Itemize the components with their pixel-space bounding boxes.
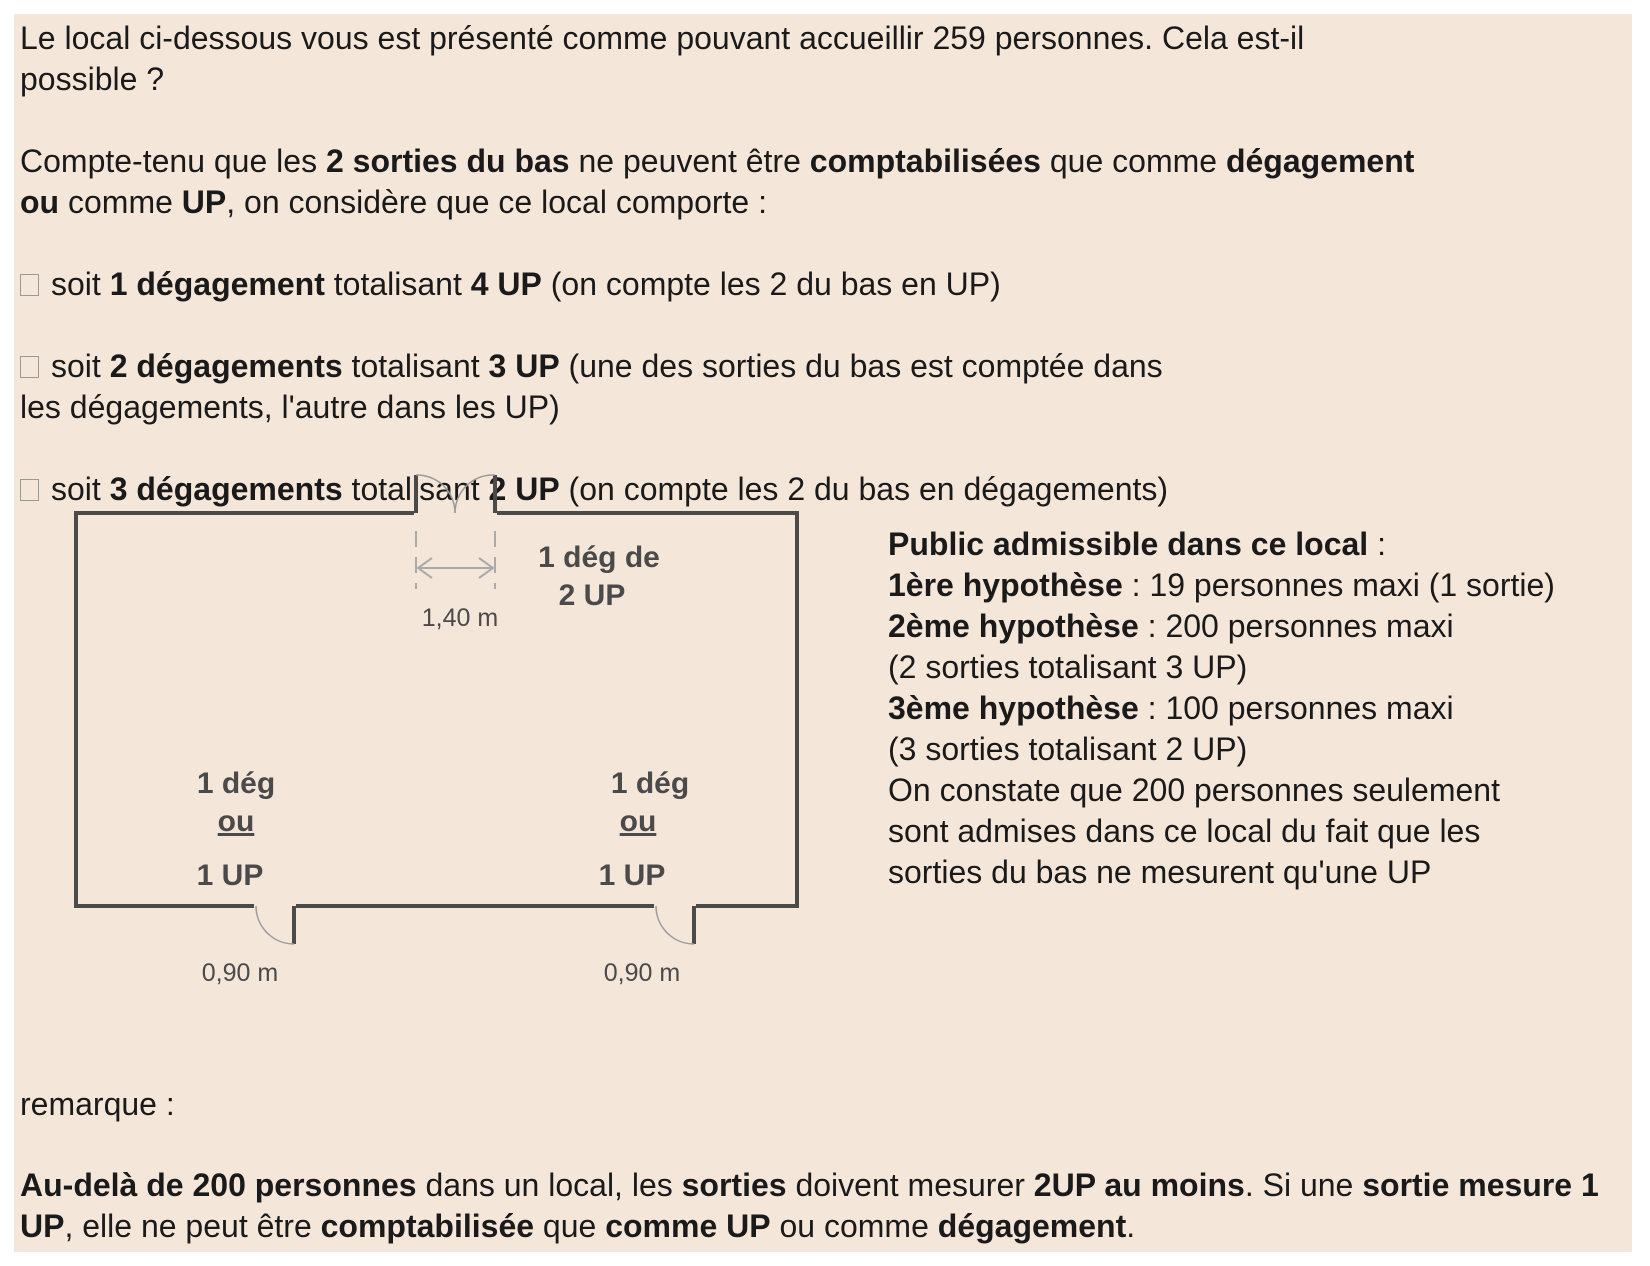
top-exit-label: 1 dég de xyxy=(538,541,660,574)
left-exit-label: 1 dég xyxy=(197,767,275,800)
document-page: Le local ci-dessous vous est présenté co… xyxy=(14,14,1632,1252)
conclusion-line: sorties du bas ne mesurent qu'une UP xyxy=(888,854,1432,890)
conclusion-line: On constate que 200 personnes seulement xyxy=(888,772,1500,808)
right-exit-up: 1 UP xyxy=(599,859,666,892)
hypothesis-3-note: (3 sorties totalisant 2 UP) xyxy=(888,731,1248,767)
checkbox-icon xyxy=(20,356,39,378)
room-wall xyxy=(497,511,799,908)
hypothesis-2: 2ème hypothèse : 200 personnes maxi xyxy=(888,608,1454,644)
bottom-right-door-icon xyxy=(655,905,696,945)
option-item: soit 3 dégagements totalisant 2 UP (on c… xyxy=(20,469,1620,510)
hypothesis-1: 1ère hypothèse : 19 personnes maxi (1 so… xyxy=(888,567,1555,603)
remark-text: Au-delà de 200 personnes dans un local, … xyxy=(20,1167,1599,1244)
right-exit-width: 0,90 m xyxy=(604,959,680,987)
left-exit-up: 1 UP xyxy=(197,859,264,892)
public-admissible-block: Public admissible dans ce local : 1ère h… xyxy=(888,524,1648,893)
context-paragraph: Compte-tenu que les 2 sorties du bas ne … xyxy=(20,143,1415,220)
left-exit-or: ou xyxy=(218,805,255,838)
dimension-arrow-icon xyxy=(416,557,495,579)
bottom-left-door-icon xyxy=(255,905,296,945)
remark-heading: remarque : xyxy=(20,1086,175,1122)
top-exit-width: 1,40 m xyxy=(422,604,498,632)
public-title: Public admissible dans ce local : xyxy=(888,526,1386,562)
question: Le local ci-dessous vous est présenté co… xyxy=(20,20,1305,97)
options-list: soit 1 dégagement totalisant 4 UP (on co… xyxy=(20,264,1620,510)
hypothesis-2-note: (2 sorties totalisant 3 UP) xyxy=(888,649,1248,685)
checkbox-icon xyxy=(20,274,39,296)
left-exit-width: 0,90 m xyxy=(202,959,278,987)
hypothesis-3: 3ème hypothèse : 100 personnes maxi xyxy=(888,690,1454,726)
option-item: soit 2 dégagements totalisant 3 UP (une … xyxy=(20,348,1163,425)
conclusion-line: sont admises dans ce local du fait que l… xyxy=(888,813,1481,849)
checkbox-icon xyxy=(20,479,39,501)
right-exit-label: 1 dég xyxy=(611,767,689,800)
top-exit-up-label: 2 UP xyxy=(559,579,626,612)
room-wall xyxy=(74,511,414,908)
intro-text: Le local ci-dessous vous est présenté co… xyxy=(20,18,1620,551)
room-plan: 1 dég de 2 UP 1,40 m 1 dég ou 1 UP 0,90 … xyxy=(74,474,799,987)
right-exit-or: ou xyxy=(620,805,657,838)
option-item: soit 1 dégagement totalisant 4 UP (on co… xyxy=(20,264,1620,305)
top-door-icon xyxy=(414,474,497,589)
